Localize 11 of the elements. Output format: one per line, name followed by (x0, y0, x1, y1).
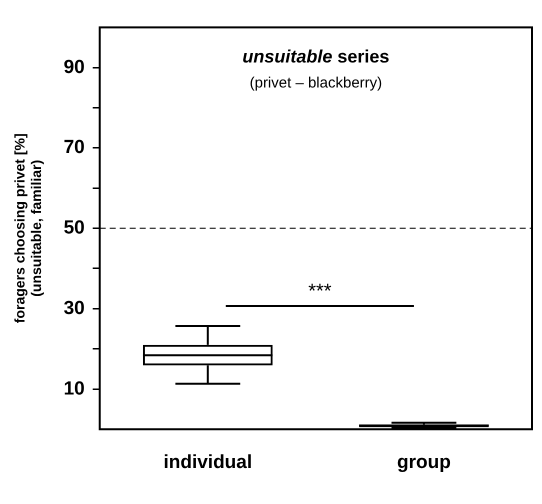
x-tick-label: individual (163, 452, 252, 473)
y-tick-label: 70 (64, 137, 85, 158)
y-tick-label: 90 (64, 56, 85, 78)
text: unsuitable series (242, 46, 390, 66)
text: (privet – blackberry) (250, 74, 382, 92)
x-tick-label: group (397, 452, 451, 473)
y-axis-title: foragers choosing privet [%] (unsuitable, familiar) (11, 133, 44, 324)
y-tick-label: 50 (64, 218, 85, 239)
y-tick-label: 10 (64, 378, 85, 400)
annotation: *** (308, 280, 332, 302)
y-tick-label: 30 (64, 298, 85, 319)
